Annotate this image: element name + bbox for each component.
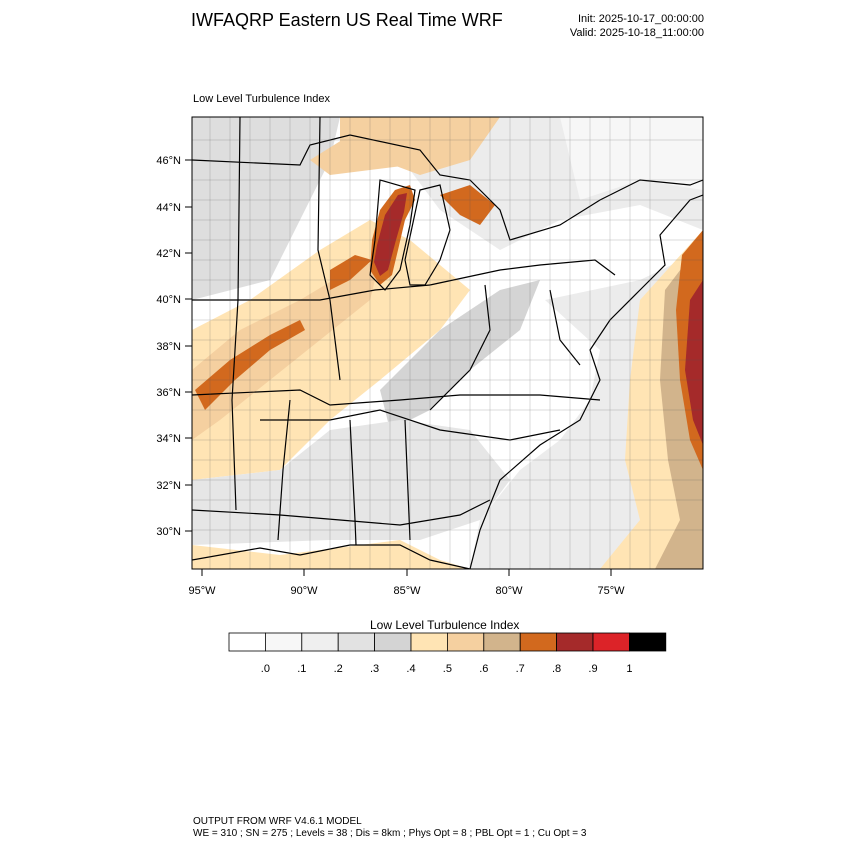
model-info-line: OUTPUT FROM WRF V4.6.1 MODEL bbox=[193, 816, 362, 827]
lat-tick-label: 40°N bbox=[156, 294, 181, 306]
colorbar-tick-label: 1 bbox=[626, 663, 633, 675]
model-config-line: WE = 310 ; SN = 275 ; Levels = 38 ; Dis … bbox=[193, 828, 587, 839]
lat-tick-labels: 46°N 44°N 42°N 40°N 38°N 36°N 34°N 32°N … bbox=[156, 155, 181, 538]
init-time: Init: 2025-10-17_00:00:00 bbox=[578, 13, 704, 25]
lake-huron-orange bbox=[440, 185, 495, 225]
colorbar-swatch bbox=[629, 632, 667, 652]
atlantic-red-field bbox=[685, 280, 703, 445]
colorbar-swatch bbox=[337, 632, 376, 652]
colorbar-tick-label: .0 bbox=[260, 663, 270, 675]
colorbar-swatch bbox=[301, 632, 339, 652]
midwest-grey-field bbox=[192, 117, 340, 300]
midwest-tan-band bbox=[192, 260, 380, 440]
lat-tick-label: 34°N bbox=[156, 433, 181, 445]
colorbar-tick-label: .7 bbox=[515, 663, 525, 675]
plot-label: Low Level Turbulence Index bbox=[193, 93, 330, 105]
canada-white-field bbox=[560, 117, 703, 200]
colorbar-title: Low Level Turbulence Index bbox=[370, 618, 520, 632]
lat-tick-label: 32°N bbox=[156, 480, 181, 492]
colorbar-swatch bbox=[410, 632, 448, 652]
lake-michigan-red bbox=[374, 193, 407, 276]
lon-tick-label: 90°W bbox=[290, 585, 318, 597]
colorbar-tick-label: .8 bbox=[552, 663, 562, 675]
lat-tick-label: 30°N bbox=[156, 526, 181, 538]
colorbar-swatch bbox=[228, 632, 266, 652]
colorbar-swatch bbox=[374, 632, 412, 652]
illinois-orange-streak bbox=[330, 255, 372, 290]
colorbar-tick-label: .4 bbox=[406, 663, 416, 675]
lat-tick-label: 42°N bbox=[156, 248, 181, 260]
colorbar-swatch bbox=[446, 632, 485, 652]
lat-tick-label: 44°N bbox=[156, 202, 181, 214]
colorbar-swatch bbox=[556, 632, 594, 652]
colorbar-swatch bbox=[592, 632, 630, 652]
colorbar-tick-label: .9 bbox=[588, 663, 598, 675]
colorbar-tick-label: .6 bbox=[479, 663, 489, 675]
colorbar-swatch bbox=[264, 632, 303, 652]
colorbar bbox=[228, 632, 667, 652]
colorbar-tick-label: .2 bbox=[333, 663, 343, 675]
map-area bbox=[192, 117, 703, 569]
valid-time: Valid: 2025-10-18_11:00:00 bbox=[569, 27, 704, 39]
gulf-light-tan-field bbox=[192, 540, 470, 569]
lat-tick-label: 36°N bbox=[156, 387, 181, 399]
lat-tick-label: 38°N bbox=[156, 341, 181, 353]
lon-tick-label: 75°W bbox=[597, 585, 625, 597]
lon-tick-label: 85°W bbox=[393, 585, 421, 597]
southeast-grey-field bbox=[192, 420, 510, 545]
map-title: IWFAQRP Eastern US Real Time WRF bbox=[191, 10, 503, 30]
colorbar-tick-label: .3 bbox=[370, 663, 380, 675]
map-frame bbox=[191, 116, 704, 570]
county-boundaries bbox=[192, 117, 703, 569]
lon-tick-label: 80°W bbox=[495, 585, 523, 597]
midwest-light-tan-band bbox=[192, 220, 470, 480]
lon-tick-labels: 95°W 90°W 85°W 80°W 75°W bbox=[188, 585, 625, 597]
lat-tick-label: 46°N bbox=[156, 155, 181, 167]
colorbar-tick-label: .1 bbox=[297, 663, 307, 675]
colorbar-tick-label: .5 bbox=[442, 663, 452, 675]
colorbar-swatch bbox=[483, 632, 521, 652]
appalachian-grey-field bbox=[380, 280, 540, 430]
axis-ticks bbox=[185, 159, 612, 576]
lon-tick-label: 95°W bbox=[188, 585, 216, 597]
colorbar-swatch bbox=[519, 632, 558, 652]
